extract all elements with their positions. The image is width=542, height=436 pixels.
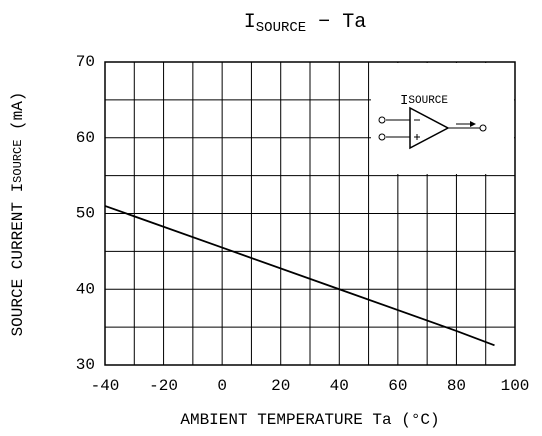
x-tick-label: -40 xyxy=(91,377,120,395)
grid-layer xyxy=(104,61,516,366)
annotation-sub: SOURCE xyxy=(408,95,448,107)
arrow-head xyxy=(470,121,476,127)
title-rest: − Ta xyxy=(306,11,366,34)
y-label-main: SOURCE CURRENT I xyxy=(9,183,27,337)
annotation-main: I xyxy=(400,93,408,109)
inset-background xyxy=(371,63,514,174)
title-sub: SOURCE xyxy=(256,20,306,36)
x-tick-label: 40 xyxy=(330,377,349,395)
x-tick-label: 60 xyxy=(388,377,407,395)
y-tick-label: 30 xyxy=(76,356,95,374)
terminal xyxy=(378,116,386,124)
op-amp xyxy=(409,106,450,150)
data-line xyxy=(104,205,495,347)
x-tick-label: 80 xyxy=(447,377,466,395)
y-label-rest: (mA) xyxy=(9,92,27,140)
title-main: I xyxy=(244,11,256,34)
inset: ISOURCE xyxy=(371,63,514,174)
terminal xyxy=(378,133,386,141)
x-tick-label: 20 xyxy=(271,377,290,395)
y-tick-label: 60 xyxy=(76,129,95,147)
annotation: ISOURCE xyxy=(400,93,448,109)
x-tick-label: -20 xyxy=(149,377,178,395)
y-label-sub: SOURCE xyxy=(11,140,25,183)
chart-title: ISOURCE − Ta xyxy=(244,11,366,35)
x-tick-label: 0 xyxy=(217,377,227,395)
y-tick-label: 70 xyxy=(76,53,95,71)
y-tick-label: 40 xyxy=(76,280,95,298)
x-tick-label: 100 xyxy=(501,377,530,395)
plot-frame xyxy=(104,61,516,366)
y-axis-label: SOURCE CURRENT ISOURCE (mA) xyxy=(9,92,27,337)
x-axis-label: AMBIENT TEMPERATURE Ta (°C) xyxy=(180,411,439,429)
y-tick-label: 50 xyxy=(76,205,95,223)
terminal xyxy=(479,124,487,132)
